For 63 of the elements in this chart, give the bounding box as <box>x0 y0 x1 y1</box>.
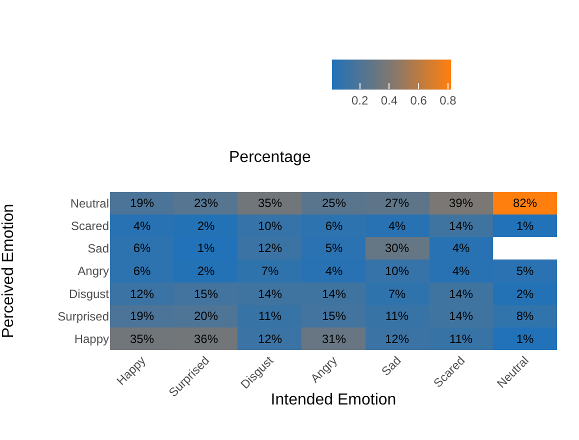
data-label: 14% <box>448 309 474 324</box>
data-label: 2% <box>516 287 534 302</box>
color-bar-title: Percentage <box>229 149 311 166</box>
data-label: 27% <box>384 196 410 210</box>
data-label: 25% <box>322 196 346 210</box>
y-tick-label: Neutral <box>70 196 109 210</box>
data-label: 15% <box>194 287 218 302</box>
data-label: 6% <box>325 219 343 234</box>
y-tick-label: Happy <box>74 332 109 346</box>
data-label: 1% <box>516 219 534 234</box>
data-label: 2% <box>197 264 215 278</box>
data-label: 31% <box>322 332 346 346</box>
data-label: 12% <box>384 332 410 346</box>
data-label: 4% <box>133 219 151 234</box>
data-label: 39% <box>448 196 474 210</box>
y-tick-label: Sad <box>88 242 109 256</box>
data-label: 35% <box>130 332 154 346</box>
data-label: 6% <box>133 241 151 256</box>
data-label: 4% <box>325 264 343 278</box>
data-label: 14% <box>322 287 346 302</box>
y-tick-label: Disgust <box>68 286 110 301</box>
data-label: 19% <box>130 196 154 210</box>
y-tick-label: Scared <box>70 219 109 234</box>
data-label: 10% <box>384 264 410 278</box>
data-label: 14% <box>448 219 474 234</box>
data-label: 5% <box>325 241 343 256</box>
data-label: 1% <box>516 332 534 346</box>
y-tick-label: Surprised <box>58 309 109 324</box>
color-bar-label: 0.6 <box>410 94 428 108</box>
data-label: 12% <box>130 287 154 302</box>
data-label: 4% <box>452 264 470 278</box>
data-label: 14% <box>258 287 282 302</box>
x-tick-label: Sad <box>378 353 404 378</box>
data-label: 20% <box>194 309 218 324</box>
data-label: 1% <box>197 241 215 256</box>
data-label: 6% <box>133 264 151 278</box>
data-label: 5% <box>516 264 534 278</box>
data-label: 12% <box>258 332 282 346</box>
data-label: 11% <box>385 309 409 324</box>
data-label: 10% <box>258 219 282 234</box>
color-bar-label: 0.8 <box>440 94 457 108</box>
data-label: 15% <box>322 309 346 324</box>
color-bar-label: 0.2 <box>351 94 368 108</box>
x-axis-title: Intended Emotion <box>270 392 396 409</box>
data-label: 14% <box>448 287 474 302</box>
data-label: 4% <box>388 219 406 234</box>
data-label: 4% <box>452 241 470 256</box>
data-label: 36% <box>194 332 218 346</box>
color-bar-label: 0.4 <box>380 94 398 108</box>
data-label: 2% <box>197 219 215 234</box>
data-label: 11% <box>449 332 473 346</box>
data-label: 7% <box>261 264 279 278</box>
data-label: 7% <box>388 287 406 302</box>
data-label: 23% <box>194 196 218 210</box>
data-label: 35% <box>258 196 282 210</box>
data-label: 11% <box>258 309 282 324</box>
data-label: 30% <box>384 241 410 256</box>
data-label: 8% <box>516 309 534 324</box>
data-label: 12% <box>258 241 282 256</box>
data-label: 19% <box>130 309 154 324</box>
data-label: 82% <box>512 196 538 210</box>
y-axis-title: Perceived Emotion <box>0 204 17 338</box>
y-tick-label: Angry <box>78 264 109 278</box>
